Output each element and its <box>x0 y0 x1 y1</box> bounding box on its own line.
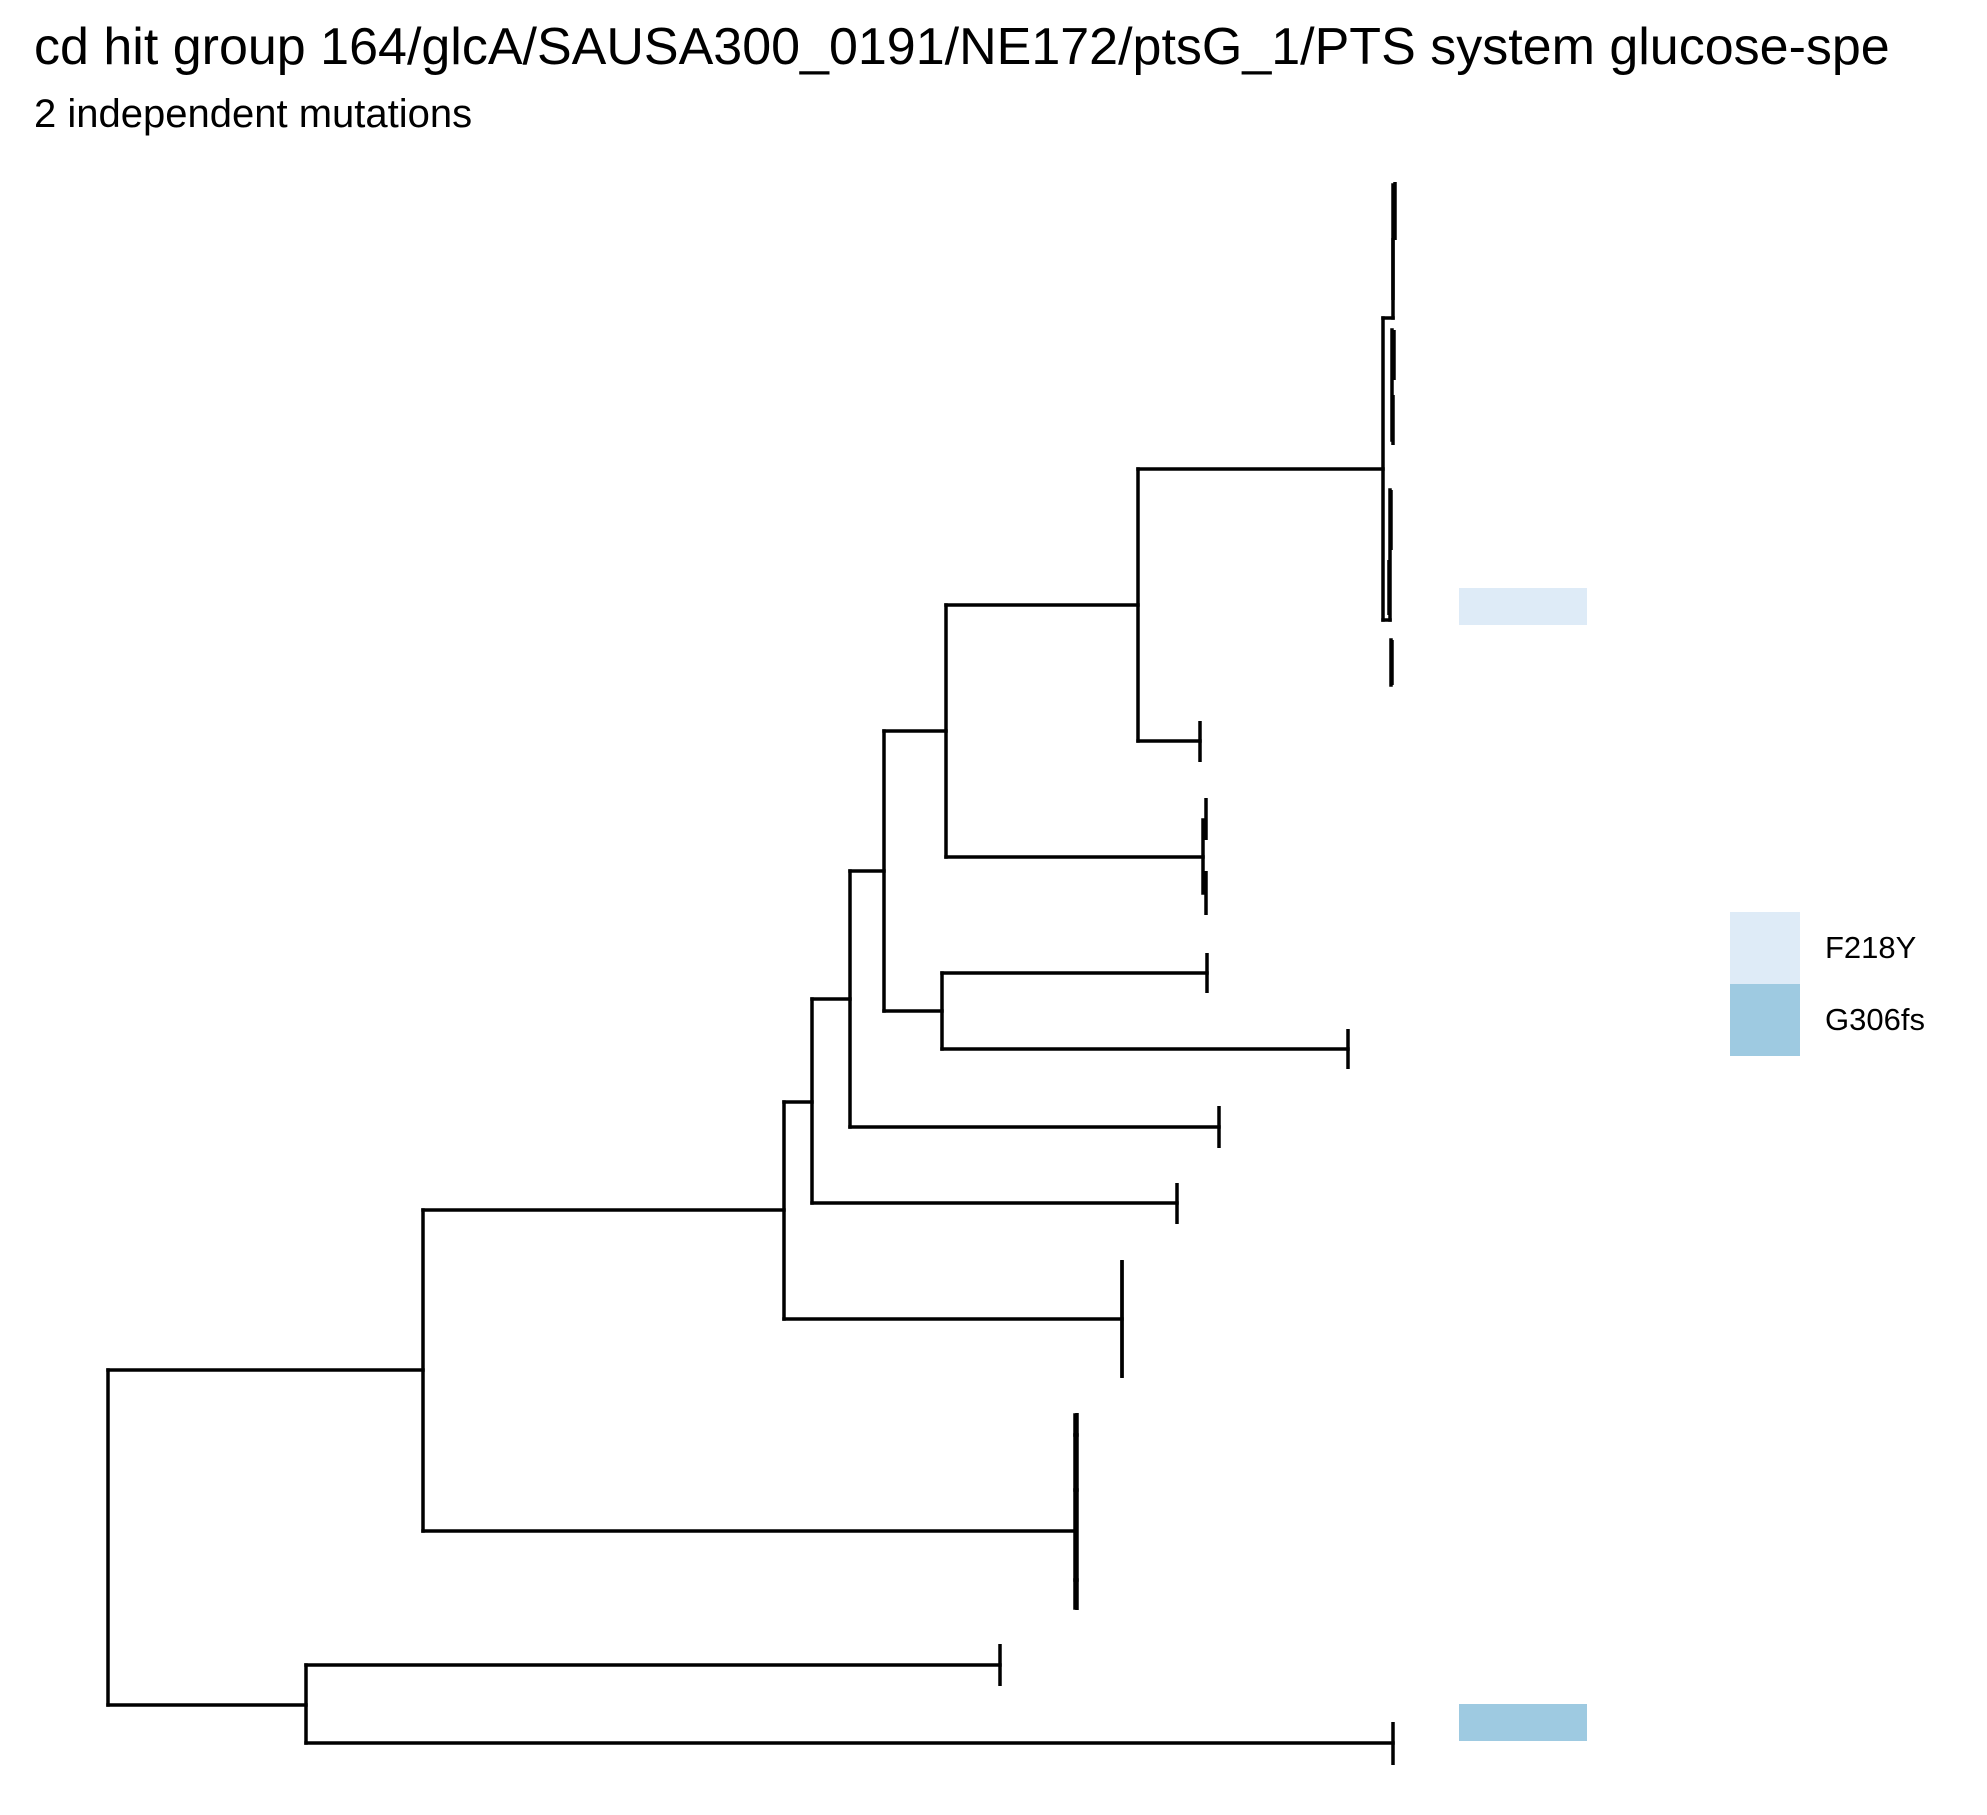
legend: F218Y G306fs <box>1730 912 1970 1056</box>
tip-ticks <box>998 182 1397 1765</box>
mutation-marker-g306fs <box>1459 1704 1587 1741</box>
figure-title: cd hit group 164/glcA/SAUSA300_0191/NE17… <box>34 18 1890 76</box>
figure-subtitle: 2 independent mutations <box>34 92 473 136</box>
mutation-marker-f218y <box>1459 588 1587 625</box>
legend-label: G306fs <box>1825 1002 1925 1037</box>
legend-swatch <box>1730 984 1800 1056</box>
legend-item-f218y: F218Y <box>1730 912 1970 984</box>
legend-swatch <box>1730 912 1800 984</box>
legend-item-g306fs: G306fs <box>1730 984 1970 1056</box>
tree-branches <box>106 183 1395 1745</box>
mutation-markers <box>1459 588 1587 1741</box>
legend-label: F218Y <box>1825 930 1917 965</box>
